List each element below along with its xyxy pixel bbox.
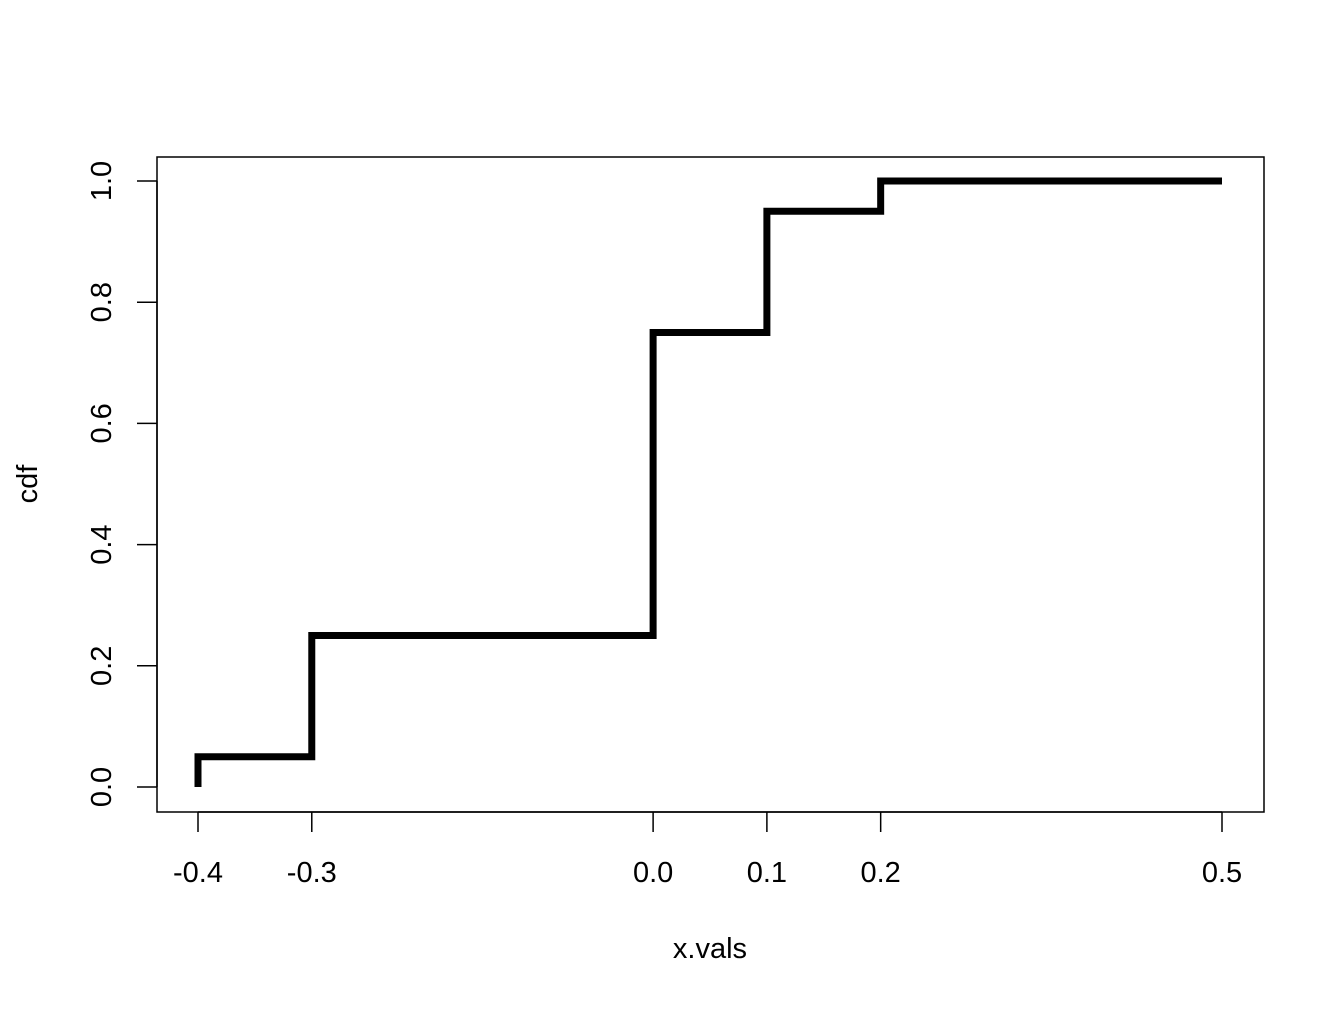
y-tick-label: 1.0 bbox=[86, 161, 118, 201]
x-axis-title: x.vals bbox=[673, 933, 747, 965]
x-tick-label: -0.4 bbox=[173, 857, 223, 889]
y-tick-label: 0.6 bbox=[86, 403, 118, 443]
cdf-series-line bbox=[194, 177, 1222, 787]
x-tick-label: 0.5 bbox=[1202, 857, 1242, 889]
plot-frame bbox=[156, 156, 1265, 813]
x-axis: -0.4 -0.3 0.0 0.1 0.2 0.5 bbox=[173, 811, 1242, 889]
y-tick-label: 0.8 bbox=[86, 282, 118, 322]
y-axis-title: cdf bbox=[12, 464, 44, 504]
y-tick-label: 0.2 bbox=[86, 646, 118, 686]
y-tick-label: 0.0 bbox=[86, 767, 118, 807]
y-axis: 0.0 0.2 0.4 0.6 0.8 1.0 bbox=[86, 161, 158, 807]
y-tick-label: 0.4 bbox=[86, 524, 118, 564]
x-tick-label: -0.3 bbox=[287, 857, 337, 889]
x-tick-label: 0.0 bbox=[633, 857, 673, 889]
x-tick-label: 0.2 bbox=[861, 857, 901, 889]
x-tick-label: 0.1 bbox=[747, 857, 787, 889]
